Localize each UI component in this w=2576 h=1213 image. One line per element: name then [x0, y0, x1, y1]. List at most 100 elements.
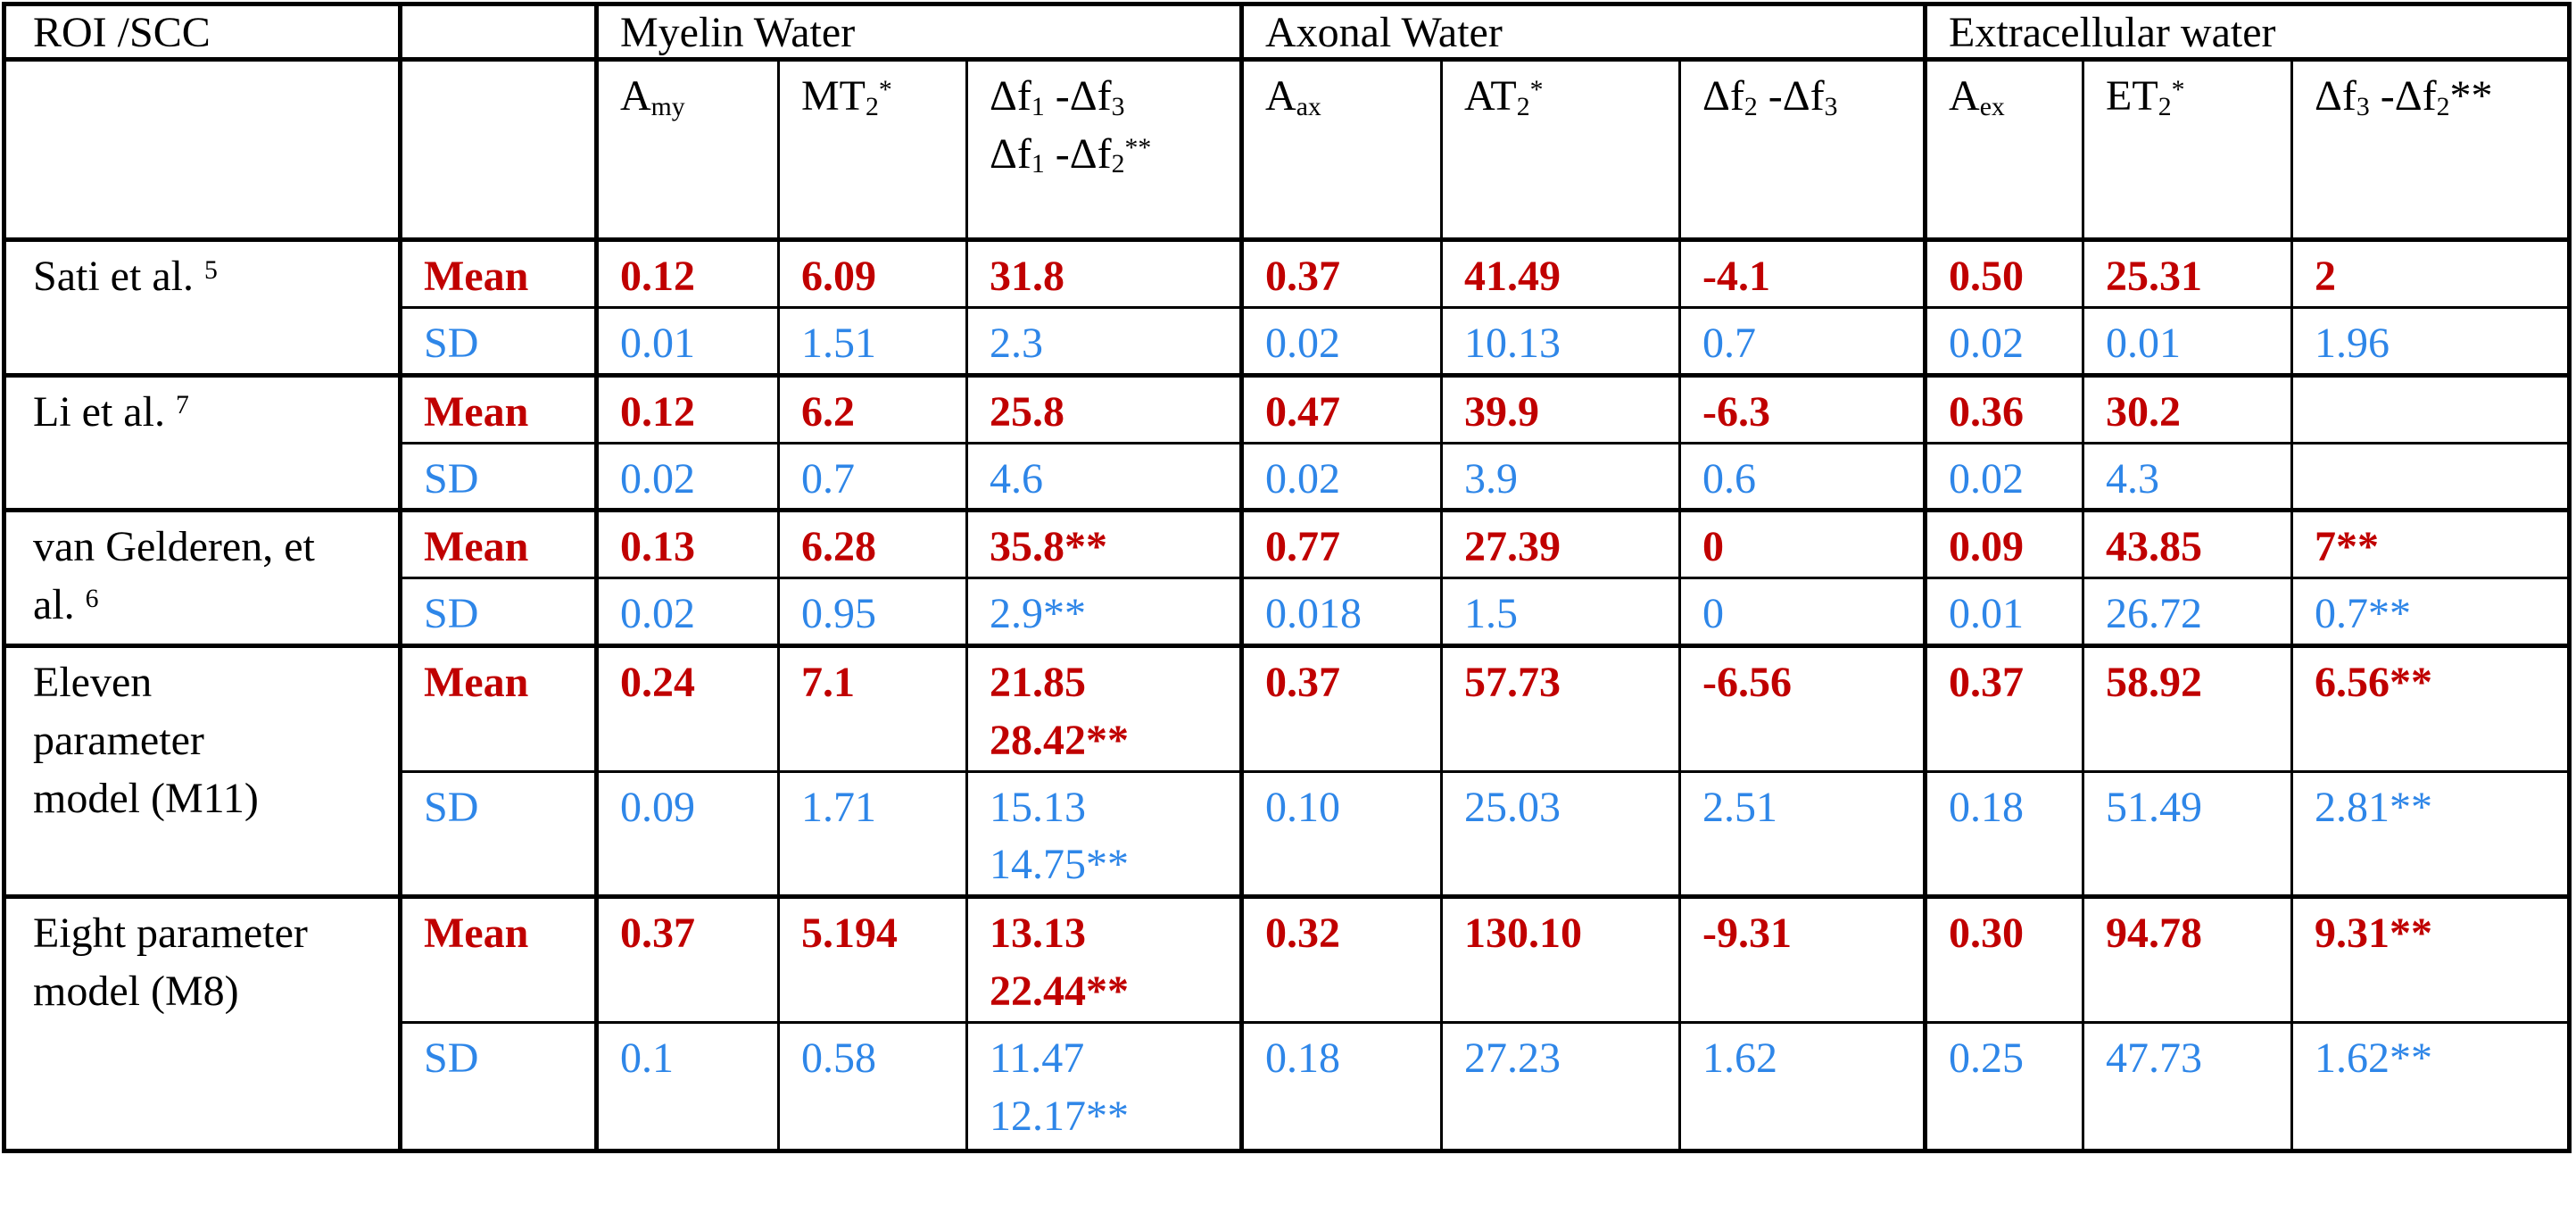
- data-cell: 7**: [2290, 508, 2572, 580]
- stat-label-mean: Mean: [398, 643, 598, 773]
- data-cell: 0.25: [1923, 1020, 2085, 1152]
- data-cell: 0.7: [1678, 305, 1927, 377]
- data-cell: 6.28: [777, 508, 968, 580]
- stat-label-mean: Mean: [398, 237, 598, 309]
- col-header-df1-df3: Δf1 -Δf3 Δf1 -Δf2**: [965, 57, 1244, 242]
- col-header-amy: Amy: [594, 57, 780, 242]
- data-cell: 1.51: [777, 305, 968, 377]
- data-cell: 3.9: [1440, 441, 1682, 512]
- data-cell: 43.85: [2082, 508, 2294, 580]
- stat-label-sd: SD: [398, 305, 598, 377]
- group-header-row: ROI /SCC Myelin Water Axonal Water Extra…: [3, 2, 2572, 62]
- data-cell: 0.6: [1678, 441, 1927, 512]
- col-header-aex: Aex: [1923, 57, 2085, 242]
- data-cell: 0.02: [594, 441, 780, 512]
- data-cell: 0.02: [1239, 305, 1444, 377]
- data-cell: 2.81**: [2290, 769, 2572, 899]
- stat-label-sd: SD: [398, 769, 598, 899]
- row-label-vangelderen: van Gelderen, et al. 6: [3, 508, 402, 647]
- row-label-m8: Eight parameter model (M8): [3, 894, 402, 1152]
- row-label-m11: Eleven parameter model (M11): [3, 643, 402, 899]
- data-cell: 6.09: [777, 237, 968, 309]
- data-cell: 0.32: [1239, 894, 1444, 1024]
- data-cell: 0.77: [1239, 508, 1444, 580]
- stat-label-mean: Mean: [398, 372, 598, 444]
- data-cell: 6.56**: [2290, 643, 2572, 773]
- group-header-extracellular-water: Extracellular water: [1923, 2, 2572, 62]
- data-cell: 0.02: [594, 577, 780, 647]
- col-header-df3-df2: Δf3 -Δf2**: [2290, 57, 2572, 242]
- data-cell: -4.1: [1678, 237, 1927, 309]
- table-row-m11-sd: SD 0.09 1.71 15.13 14.75** 0.10 25.03 2.5…: [4, 769, 2572, 899]
- data-cell: 0.02: [1239, 441, 1444, 512]
- data-cell: 1.62: [1678, 1020, 1927, 1152]
- data-cell: 2.3: [965, 305, 1244, 377]
- data-cell: 58.92: [2082, 643, 2294, 773]
- data-cell: 2: [2290, 237, 2572, 309]
- data-cell: 10.13: [1440, 305, 1682, 377]
- data-cell: 0.02: [1923, 441, 2085, 512]
- data-cell: 0.18: [1923, 769, 2085, 899]
- data-cell: 6.2: [777, 372, 968, 444]
- data-cell: -9.31: [1678, 894, 1927, 1024]
- col-header-aax: Aax: [1239, 57, 1444, 242]
- data-cell: 51.49: [2082, 769, 2294, 899]
- data-cell: 1.5: [1440, 577, 1682, 647]
- table-row-vangelderen-mean: van Gelderen, et al. 6 Mean 0.13 6.28 35.…: [3, 508, 2572, 647]
- data-cell: 0.02: [1923, 305, 2085, 377]
- stat-label-sd: SD: [398, 441, 598, 512]
- data-cell: 0.18: [1239, 1020, 1444, 1152]
- table-row-m8-mean: Eight parameter model (M8) Mean 0.37 5.19…: [3, 894, 2572, 1152]
- column-header-row: Amy MT2* Δf1 -Δf3 Δf1 -Δf2** Aax AT2* Δf2…: [3, 57, 2572, 242]
- data-cell: 2.51: [1678, 769, 1927, 899]
- data-cell: 4.3: [2082, 441, 2294, 512]
- data-cell: 94.78: [2082, 894, 2294, 1024]
- corner-header: ROI /SCC: [3, 2, 402, 62]
- data-cell: 0.37: [594, 894, 780, 1024]
- col-header-mt2: MT2*: [777, 57, 968, 242]
- data-cell: 0.01: [594, 305, 780, 377]
- data-cell: 11.47 12.17**: [965, 1020, 1244, 1152]
- empty-header-cell: [398, 2, 598, 62]
- data-cell: 25.31: [2082, 237, 2294, 309]
- table-row-li-sd: SD 0.02 0.7 4.6 0.02 3.9 0.6 0.02 4.3: [4, 441, 2572, 512]
- stat-label-mean: Mean: [398, 508, 598, 580]
- col-header-et2: ET2*: [2082, 57, 2294, 242]
- data-cell: 0.50: [1923, 237, 2085, 309]
- stat-label-sd: SD: [398, 1020, 598, 1152]
- stat-label-sd: SD: [398, 577, 598, 647]
- data-cell: 0.018: [1239, 577, 1444, 647]
- data-cell: 0.37: [1239, 237, 1444, 309]
- data-cell: 0.58: [777, 1020, 968, 1152]
- results-table: ROI /SCC Myelin Water Axonal Water Extra…: [2, 2, 2572, 1153]
- table-row-vangelderen-sd: SD 0.02 0.95 2.9** 0.018 1.5 0 0.01 26.7…: [4, 577, 2572, 647]
- data-cell: 47.73: [2082, 1020, 2294, 1152]
- data-cell: 5.194: [777, 894, 968, 1024]
- data-cell: 0.7: [777, 441, 968, 512]
- data-cell: 30.2: [2082, 372, 2294, 444]
- data-cell: [2290, 441, 2572, 512]
- data-cell: 1.62**: [2290, 1020, 2572, 1152]
- group-header-myelin-water: Myelin Water: [593, 2, 1244, 62]
- data-cell: 0: [1678, 577, 1927, 647]
- data-cell: 25.03: [1440, 769, 1682, 899]
- empty-cell: [398, 57, 598, 242]
- data-cell: 0.01: [1923, 577, 2085, 647]
- data-cell: 0.95: [777, 577, 968, 647]
- data-cell: [2290, 372, 2572, 444]
- data-cell: 0.47: [1239, 372, 1444, 444]
- data-cell: 0.7**: [2290, 577, 2572, 647]
- data-cell: 26.72: [2082, 577, 2294, 647]
- data-cell: 0.37: [1239, 643, 1444, 773]
- table-row-m8-sd: SD 0.1 0.58 11.47 12.17** 0.18 27.23 1.62…: [4, 1020, 2572, 1152]
- data-cell: 0.01: [2082, 305, 2294, 377]
- data-cell: 27.23: [1440, 1020, 1682, 1152]
- data-cell: 0.12: [594, 372, 780, 444]
- table-row-sati-mean: Sati et al. 5 Mean 0.12 6.09 31.8 0.37 4…: [3, 237, 2572, 377]
- data-cell: 25.8: [965, 372, 1244, 444]
- data-cell: 21.85 28.42**: [965, 643, 1244, 773]
- data-cell: 27.39: [1440, 508, 1682, 580]
- data-cell: 130.10: [1440, 894, 1682, 1024]
- data-cell: 2.9**: [965, 577, 1244, 647]
- data-cell: 0: [1678, 508, 1927, 580]
